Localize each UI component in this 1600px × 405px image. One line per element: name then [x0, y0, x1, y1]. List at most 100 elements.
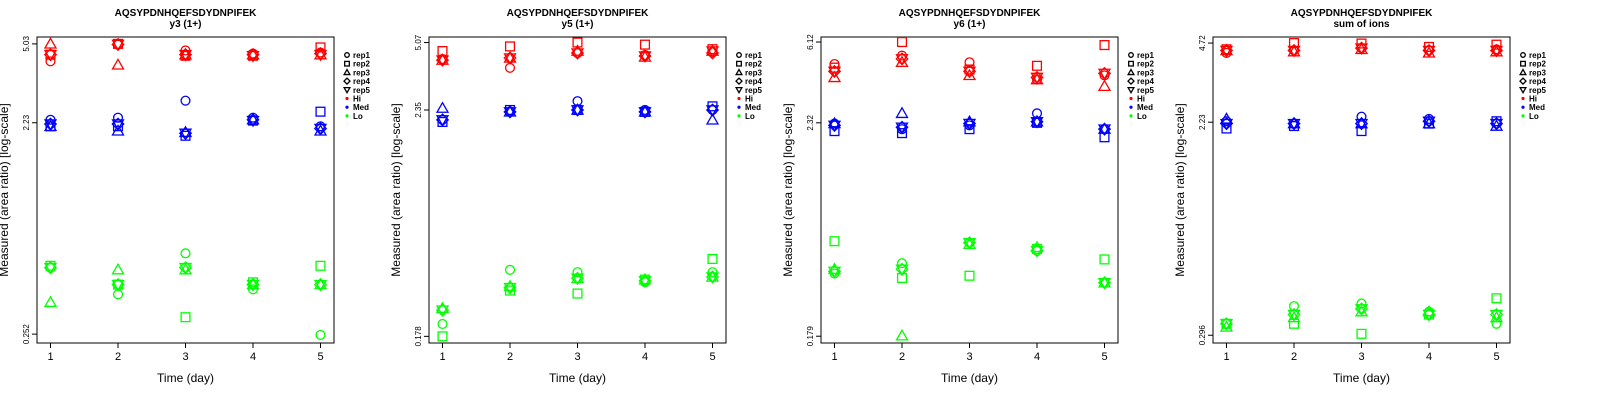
chart-subtitle: y5 (1+) — [562, 19, 594, 30]
legend-marker — [1129, 96, 1133, 101]
data-point — [572, 267, 583, 278]
data-point — [1030, 72, 1044, 85]
data-point — [705, 270, 720, 282]
data-point — [1030, 245, 1044, 258]
data-point — [896, 36, 908, 48]
legend-marker — [735, 68, 743, 76]
legend-marker — [736, 52, 742, 58]
data-point — [1219, 118, 1234, 131]
legend-label: rep2 — [745, 60, 762, 69]
y-tick-label: 2.35 — [414, 102, 423, 118]
legend-marker — [345, 105, 349, 109]
legend-label: Hi — [1529, 95, 1537, 104]
data-point — [638, 107, 652, 119]
legend-label: rep1 — [353, 51, 370, 60]
x-axis-label: Time (day) — [157, 371, 214, 385]
legend-marker — [1129, 114, 1133, 118]
chart-title: AQSYPDNHQEFSDYDNPIFEK — [507, 8, 649, 19]
data-point — [638, 276, 652, 288]
data-point — [895, 122, 909, 135]
x-tick-label: 5 — [1101, 351, 1107, 363]
data-point — [315, 42, 326, 53]
data-point — [1219, 45, 1234, 58]
x-tick-label: 4 — [1034, 351, 1040, 363]
x-tick-label: 3 — [1358, 351, 1364, 363]
data-point — [1356, 126, 1367, 137]
data-point — [1354, 116, 1369, 129]
legend-label: rep4 — [1529, 77, 1546, 86]
data-point — [705, 272, 720, 284]
data-point — [1097, 275, 1112, 288]
y-tick-label: 0.178 — [414, 326, 423, 347]
x-tick-label: 3 — [574, 351, 580, 363]
data-point — [1491, 293, 1502, 304]
data-point — [315, 260, 326, 271]
data-point — [707, 267, 718, 278]
data-point — [1097, 79, 1112, 91]
data-point — [246, 47, 260, 60]
data-point — [570, 105, 585, 117]
y-tick-label: 2.32 — [806, 114, 815, 130]
data-point — [111, 119, 125, 131]
data-point — [638, 272, 652, 285]
data-point — [895, 106, 909, 119]
legend-marker — [737, 96, 741, 101]
data-point — [313, 277, 328, 290]
chart-title: AQSYPDNHQEFSDYDNPIFEK — [899, 8, 1041, 19]
x-tick-label: 2 — [507, 351, 513, 363]
data-point — [178, 49, 193, 62]
data-point — [313, 123, 328, 136]
legend-label: rep4 — [1137, 77, 1154, 86]
data-point — [1491, 39, 1502, 50]
y-tick-label: 4.72 — [1198, 35, 1207, 51]
legend-label: rep2 — [353, 60, 370, 69]
data-point — [503, 51, 517, 63]
legend-label: rep1 — [1529, 51, 1546, 60]
data-point — [1097, 68, 1112, 81]
legend-marker — [1519, 68, 1527, 76]
legend-label: rep5 — [1529, 86, 1546, 95]
data-point — [962, 66, 977, 79]
data-point — [435, 55, 450, 67]
legend-marker — [1128, 52, 1134, 58]
data-point — [705, 113, 720, 125]
data-point — [178, 128, 193, 141]
plot-frame — [36, 36, 335, 344]
y-tick-label: 0.296 — [1198, 325, 1207, 346]
x-tick-label: 2 — [899, 351, 905, 363]
data-point — [570, 48, 585, 60]
data-point — [638, 105, 652, 117]
data-point — [43, 37, 58, 49]
x-tick-label: 4 — [642, 351, 648, 363]
data-point — [895, 328, 909, 341]
data-point — [1287, 116, 1301, 129]
legend-marker — [1520, 52, 1526, 58]
x-tick-label: 5 — [709, 351, 715, 363]
legend-label: rep4 — [353, 77, 370, 86]
data-point — [1354, 304, 1369, 316]
legend-marker — [1520, 60, 1526, 67]
data-point — [1489, 309, 1504, 322]
legend-marker — [736, 60, 742, 67]
data-point — [570, 271, 585, 284]
data-point — [1221, 123, 1232, 134]
data-point — [1489, 118, 1504, 131]
legend-marker — [1521, 96, 1525, 101]
x-tick-label: 2 — [1291, 351, 1297, 363]
legend-label: Med — [745, 103, 761, 112]
legend-marker — [1521, 114, 1525, 118]
legend-label: rep1 — [1137, 51, 1154, 60]
data-point — [180, 312, 191, 323]
data-point — [707, 253, 718, 265]
chart-title: AQSYPDNHQEFSDYDNPIFEK — [1291, 8, 1433, 19]
legend-label: Lo — [353, 112, 363, 121]
data-point — [45, 56, 56, 67]
data-point — [43, 49, 58, 62]
x-axis-label: Time (day) — [549, 371, 606, 385]
plot-frame — [1212, 36, 1511, 344]
data-point — [1356, 298, 1367, 309]
data-point — [111, 39, 125, 52]
